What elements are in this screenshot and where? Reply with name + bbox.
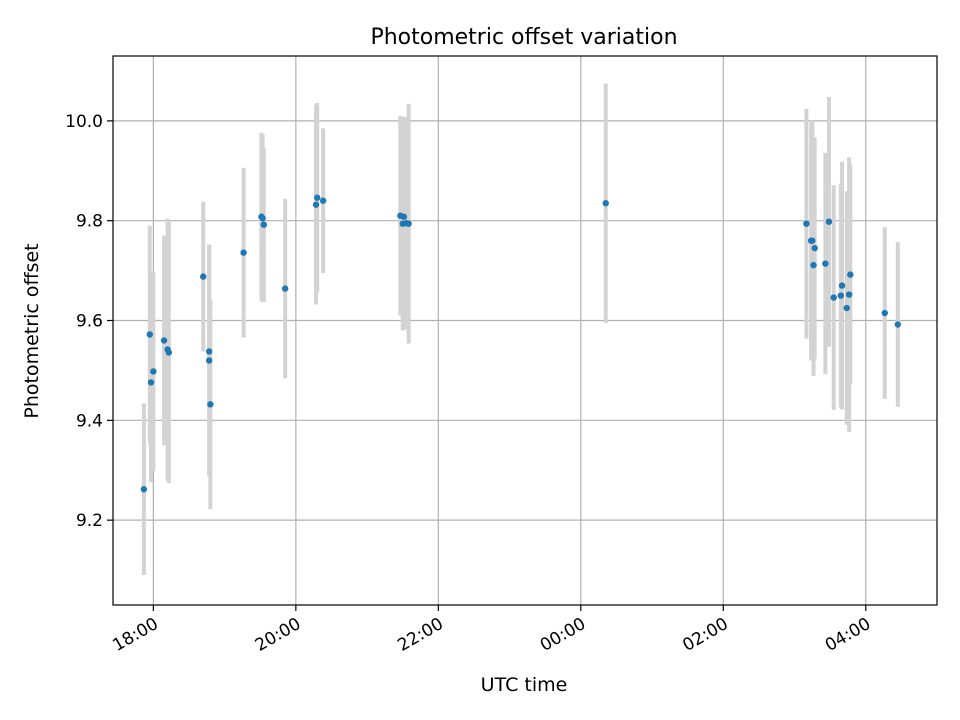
data-point [150,368,157,375]
data-point [405,220,412,227]
y-tick-label: 9.8 [76,212,103,232]
data-point [260,221,267,228]
data-point [822,260,829,267]
data-point [894,321,902,328]
y-axis-ticks: 9.2 9.4 9.6 9.8 10.0 [65,112,113,531]
data-point [845,291,853,298]
data-point [165,349,173,356]
chart-title: Photometric offset variation [370,25,677,50]
data-point [810,261,817,269]
data-point [205,357,213,364]
y-tick-label: 9.6 [76,312,103,332]
data-points [140,194,902,493]
data-point [830,294,837,301]
y-tick-label: 10.0 [65,112,103,132]
y-tick-label: 9.2 [76,511,103,531]
data-point [259,215,266,222]
data-point [811,244,818,252]
data-point [207,401,214,408]
x-axis-label: UTC time [481,674,568,696]
data-point [312,201,320,208]
data-point [400,213,408,220]
plot-area [113,56,937,605]
y-tick-label: 9.4 [76,411,103,431]
data-point [140,486,148,493]
data-point [240,249,247,256]
data-point [281,285,289,292]
y-axis-label: Photometric offset [21,243,43,418]
data-point [809,237,816,244]
data-point [803,220,810,227]
plot-frame [112,55,938,606]
data-point [837,292,845,299]
data-point [825,218,833,225]
data-point [319,197,327,204]
data-point [314,194,321,201]
data-point [146,331,154,338]
data-point [200,273,207,280]
grid [113,56,937,605]
data-point [205,348,213,355]
data-point [843,304,850,312]
data-point [847,271,854,278]
data-point [147,379,155,386]
data-point [160,337,168,344]
data-point [881,309,888,317]
data-point [838,282,846,289]
data-point [602,200,609,207]
